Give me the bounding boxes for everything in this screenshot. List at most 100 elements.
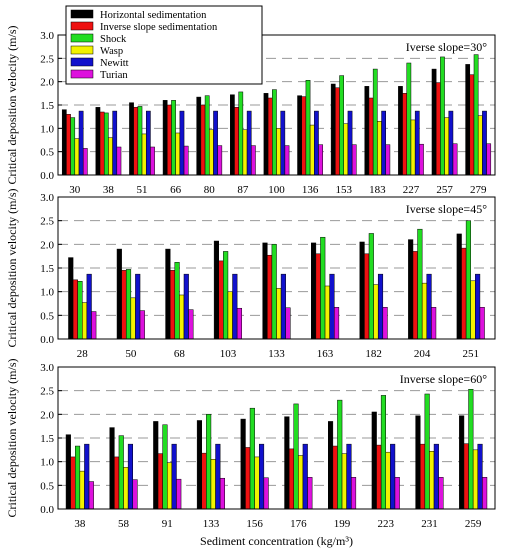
bar-wasp	[421, 282, 428, 340]
x-tick-label: 136	[302, 184, 319, 196]
bar-turian	[479, 307, 485, 340]
bar-shock	[174, 262, 180, 340]
bar-shock	[320, 236, 326, 340]
bar-newitt	[183, 273, 189, 340]
bar-horizontal-sedimentation	[330, 83, 336, 176]
bar-turian	[236, 307, 242, 340]
bar-horizontal-sedimentation	[196, 420, 202, 510]
bar-inverse-slope-sedimentation	[420, 443, 426, 510]
bar-wasp	[242, 129, 248, 176]
bar-shock	[372, 68, 378, 176]
legend-label: Newitt	[100, 58, 129, 69]
bar-horizontal-sedimentation	[431, 68, 437, 176]
panel-annotation: Iverse slope=45°	[406, 202, 487, 216]
bar-newitt	[414, 110, 420, 176]
bar-shock	[368, 233, 374, 340]
x-tick-label: 80	[204, 184, 216, 196]
x-tick-label: 153	[335, 184, 352, 196]
y-tick-label: 1.0	[40, 457, 54, 469]
bar-turian	[482, 477, 488, 510]
bar-shock	[204, 95, 210, 176]
x-tick-label: 156	[246, 518, 263, 530]
bar-inverse-slope-sedimentation	[66, 114, 71, 176]
bar-inverse-slope-sedimentation	[133, 107, 139, 176]
y-tick-label: 0.5	[40, 147, 54, 159]
y-tick-label: 1.0	[40, 287, 54, 299]
bar-shock	[468, 389, 474, 510]
bar-inverse-slope-sedimentation	[469, 74, 475, 176]
x-tick-label: 231	[421, 518, 438, 530]
bar-wasp	[123, 467, 129, 510]
bar-newitt	[329, 273, 335, 340]
bar-inverse-slope-sedimentation	[402, 93, 408, 176]
bar-wasp	[82, 302, 88, 340]
bar-horizontal-sedimentation	[196, 96, 202, 176]
bar-inverse-slope-sedimentation	[114, 456, 120, 510]
bar-inverse-slope-sedimentation	[301, 96, 307, 176]
x-tick-label: 66	[170, 184, 182, 196]
bar-horizontal-sedimentation	[95, 107, 101, 176]
bar-turian	[431, 307, 437, 340]
bar-newitt	[145, 110, 151, 176]
bar-shock	[417, 228, 423, 340]
bar-turian	[176, 478, 182, 510]
bar-shock	[337, 399, 343, 510]
bar-newitt	[213, 110, 218, 176]
bar-newitt	[448, 110, 454, 176]
bar-turian	[382, 307, 388, 340]
bar-shock	[249, 407, 255, 510]
bar-wasp	[341, 453, 347, 510]
bar-shock	[103, 112, 109, 176]
bar-newitt	[482, 110, 487, 176]
bar-horizontal-sedimentation	[364, 86, 370, 176]
legend-swatch-wasp	[70, 45, 94, 55]
bar-turian	[116, 146, 122, 176]
bar-wasp	[470, 280, 476, 340]
bar-wasp	[429, 451, 435, 510]
bar-horizontal-sedimentation	[213, 240, 219, 340]
x-tick-label: 87	[237, 184, 249, 196]
bar-turian	[263, 477, 269, 510]
bar-newitt	[433, 443, 439, 510]
bar-newitt	[314, 110, 319, 176]
y-tick-label: 0.5	[40, 480, 54, 492]
y-tick-label: 1.5	[40, 433, 54, 445]
bar-inverse-slope-sedimentation	[99, 111, 105, 176]
bar-turian	[318, 144, 323, 176]
bar-turian	[91, 311, 97, 340]
bar-wasp	[179, 294, 185, 340]
bar-turian	[183, 145, 189, 176]
bar-horizontal-sedimentation	[68, 257, 74, 340]
x-tick-label: 223	[378, 518, 395, 530]
bar-shock	[137, 106, 143, 176]
bar-shock	[77, 281, 83, 340]
x-tick-label: 199	[334, 518, 351, 530]
bar-inverse-slope-sedimentation	[121, 270, 127, 340]
bar-turian	[284, 145, 290, 176]
bar-newitt	[232, 273, 238, 340]
chart-panel-2: 0.0 0.5 1.0 1.5 2.0 2.5 3.0 28 50 68 103 133 163 182 2…	[5, 189, 496, 360]
bar-wasp	[343, 123, 349, 176]
bar-wasp	[209, 129, 214, 176]
bar-horizontal-sedimentation	[311, 242, 317, 340]
y-tick-label: 0.0	[40, 334, 54, 346]
bar-horizontal-sedimentation	[116, 248, 122, 340]
bar-inverse-slope-sedimentation	[245, 447, 251, 510]
bar-turian	[307, 477, 313, 510]
x-tick-label: 251	[462, 348, 479, 360]
x-tick-label: 30	[69, 184, 81, 196]
x-tick-label: 204	[414, 348, 431, 360]
bar-wasp	[276, 288, 282, 340]
x-tick-label: 279	[470, 184, 487, 196]
legend-swatch-turian	[70, 69, 94, 79]
x-tick-label: 227	[403, 184, 420, 196]
y-tick-label: 1.5	[40, 100, 54, 112]
bar-shock	[305, 80, 311, 176]
y-axis-label: Critical deposition velocity (m/s)	[5, 189, 19, 348]
bar-wasp	[74, 138, 80, 176]
x-axis-label: Sediment concentration (kg/m³)	[200, 534, 353, 548]
bar-horizontal-sedimentation	[297, 95, 302, 176]
bar-wasp	[276, 128, 281, 176]
bar-turian	[351, 144, 357, 176]
